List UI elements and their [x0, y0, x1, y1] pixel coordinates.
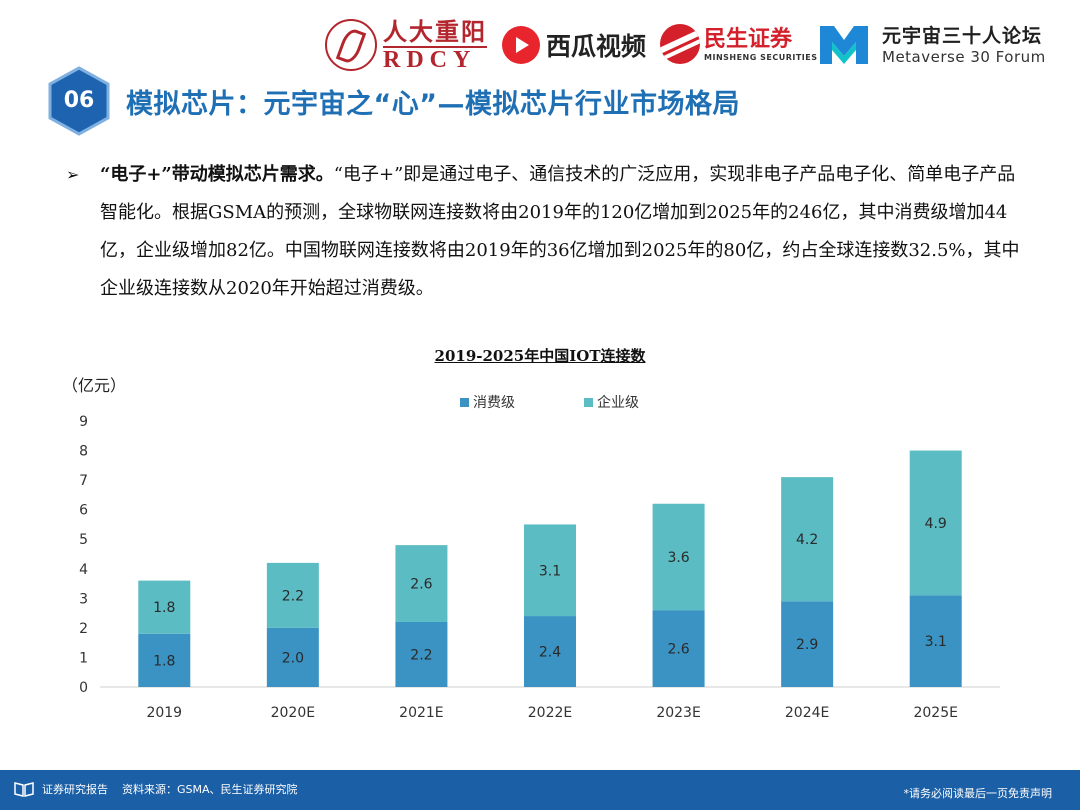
y-tick-label: 9 [79, 414, 88, 430]
bar-segment [524, 524, 576, 617]
x-tick-label: 2021E [399, 705, 443, 721]
x-tick-label: 2019 [146, 705, 182, 721]
rdcy-logo-en: RDCY [383, 46, 487, 72]
header-logos: 人大重阳 RDCY 西瓜视频 民生证券 MINSHENG SECURITIES … [325, 18, 1065, 78]
footer-disclaimer: *请务必阅读最后一页免责声明 [903, 787, 1053, 800]
bar-segment [909, 595, 962, 687]
data-label: 3.1 [539, 563, 561, 579]
bar-segment [395, 621, 448, 687]
forum-logo: 元宇宙三十人论坛 Metaverse 30 Forum [820, 24, 1046, 66]
bar-segment [781, 477, 834, 602]
body-paragraph: “电子+”带动模拟芯片需求。“电子+”即是通过电子、通信技术的广泛应用，实现非电… [100, 156, 1020, 308]
minsheng-logo-en: MINSHENG SECURITIES [704, 52, 818, 62]
x-tick-label: 2024E [785, 705, 829, 721]
footer-report-label: 证券研究报告 [42, 783, 108, 796]
y-tick-label: 2 [79, 621, 88, 637]
footer-source-text: 资料来源：GSMA、民生证券研究院 [122, 783, 298, 796]
bar-segment [138, 580, 191, 634]
minsheng-logo-cn: 民生证券 [704, 26, 793, 52]
x-tick-label: 2023E [656, 705, 700, 721]
y-tick-label: 6 [79, 503, 88, 519]
data-label: 3.1 [925, 634, 947, 650]
data-label: 2.6 [667, 642, 689, 658]
book-icon [14, 782, 34, 797]
rdcy-logo: 人大重阳 RDCY [325, 18, 487, 72]
hexagon-icon [48, 66, 110, 136]
legend-label: 企业级 [597, 394, 639, 411]
bar-segment [138, 633, 191, 687]
y-tick-label: 8 [79, 444, 88, 460]
x-tick-label: 2020E [271, 705, 315, 721]
data-label: 2.4 [539, 645, 561, 661]
bar-segment [266, 627, 319, 687]
data-label: 2.0 [282, 650, 304, 666]
page-title: 模拟芯片：元宇宙之“心”—模拟芯片行业市场格局 [126, 89, 740, 120]
forum-logo-en: Metaverse 30 Forum [882, 48, 1046, 66]
bar-segment [909, 450, 962, 596]
y-tick-label: 5 [79, 532, 88, 548]
data-label: 2.9 [796, 637, 818, 653]
section-number: 06 [63, 88, 95, 113]
legend-swatch [584, 398, 593, 407]
legend-label: 消费级 [473, 395, 515, 411]
data-label: 2.6 [410, 577, 432, 593]
data-label: 3.6 [667, 550, 689, 566]
rdcy-seal-icon [325, 19, 377, 71]
data-label: 1.8 [153, 600, 175, 616]
y-tick-label: 4 [79, 562, 88, 578]
footer-bar: 证券研究报告 资料来源：GSMA、民生证券研究院 *请务必阅读最后一页免责声明 [0, 770, 1080, 810]
minsheng-icon [660, 24, 700, 64]
y-tick-label: 7 [79, 473, 88, 489]
y-tick-label: 3 [79, 591, 88, 607]
minsheng-logo: 民生证券 MINSHENG SECURITIES [660, 24, 818, 64]
y-tick-label: 1 [79, 650, 88, 666]
y-tick-label: 0 [79, 680, 88, 696]
rdcy-logo-cn: 人大重阳 [383, 17, 487, 46]
data-label: 2.2 [282, 588, 304, 604]
xigua-logo-text: 西瓜视频 [546, 32, 647, 61]
data-label: 1.8 [153, 653, 175, 669]
forum-logo-cn: 元宇宙三十人论坛 [882, 25, 1043, 47]
bar-segment [524, 616, 576, 687]
iot-connections-chart: 0 1 2 3 4 5 6 7 8 9 消费级 企业级 1.8 1.8 2019 2.0 2.2 2020E 2.2… [79, 394, 1000, 721]
bar-segment [652, 503, 705, 611]
xigua-play-icon [502, 26, 540, 64]
bar-segment [781, 601, 834, 687]
forum-m-icon [820, 26, 868, 64]
x-tick-label: 2022E [528, 705, 572, 721]
x-tick-label: 2025E [913, 705, 957, 721]
bar-segment [395, 545, 448, 622]
paragraph-text: “电子+”即是通过电子、通信技术的广泛应用，实现非电子产品电子化、简单电子产品智… [100, 164, 1020, 299]
footer-source: 证券研究报告 资料来源：GSMA、民生证券研究院 [42, 781, 298, 797]
y-axis-unit-label: （亿元） [62, 376, 127, 395]
chart-title: 2019-2025年中国IOT连接数 [434, 347, 646, 365]
data-label: 4.9 [925, 516, 947, 532]
bar-segment [652, 610, 705, 687]
xigua-logo: 西瓜视频 [502, 26, 646, 64]
section-number-badge: 06 [44, 66, 114, 136]
paragraph-lead: “电子+”带动模拟芯片需求。 [100, 164, 334, 185]
data-label: 2.2 [410, 647, 432, 663]
bullet-arrow-icon: ➢ [66, 165, 80, 184]
legend-swatch [460, 398, 469, 407]
bar-segment [266, 562, 319, 628]
data-label: 4.2 [796, 532, 818, 548]
